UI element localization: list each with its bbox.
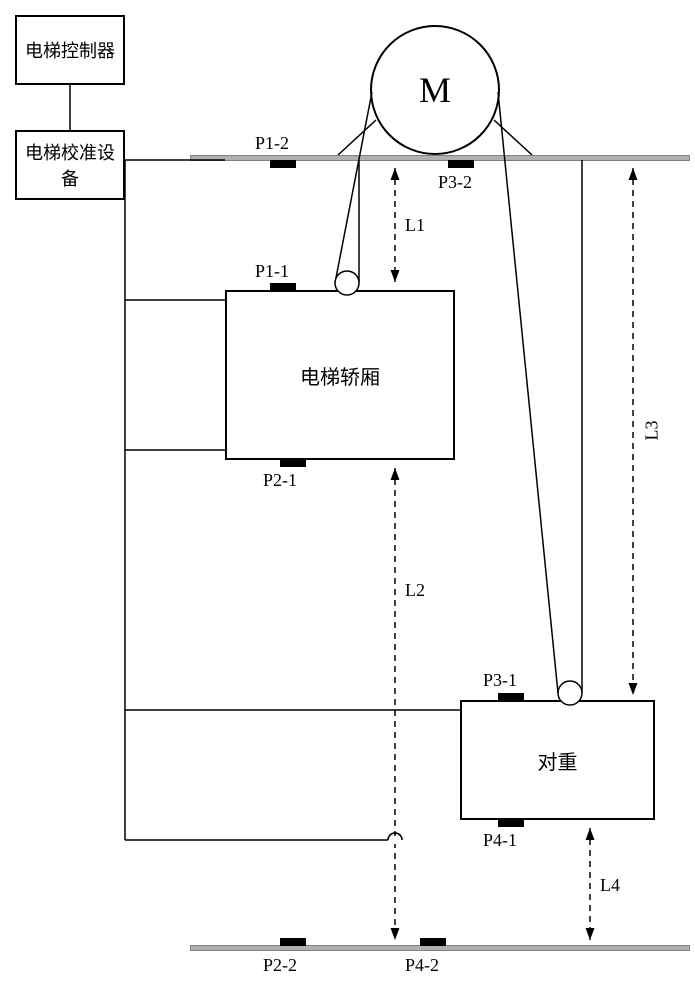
sensor-p4-1 [498,819,524,827]
controller-label: 电梯控制器 [25,37,115,63]
sensor-p3-2 [448,160,474,168]
label-p4-2: P4-2 [405,955,439,976]
upper-platform [190,155,690,161]
label-L3: L3 [642,421,663,441]
calibrator-label: 电梯校准设 备 [25,139,115,191]
label-p1-2: P1-2 [255,133,289,154]
label-L4: L4 [600,875,620,896]
counterweight-label: 对重 [538,746,578,775]
sensor-p1-1 [270,283,296,291]
sensor-p4-2 [420,938,446,946]
sensor-p1-2 [270,160,296,168]
motor: M [370,25,500,155]
controller-box: 电梯控制器 [15,15,125,85]
label-p4-1: P4-1 [483,830,517,851]
counterweight: 对重 [460,700,655,820]
calibrator-box: 电梯校准设 备 [15,130,125,200]
label-p1-1: P1-1 [255,261,289,282]
label-L2: L2 [405,580,425,601]
label-p3-2: P3-2 [438,172,472,193]
label-p2-1: P2-1 [263,470,297,491]
sensor-p2-1 [280,459,306,467]
elevator-car: 电梯轿厢 [225,290,455,460]
label-p2-2: P2-2 [263,955,297,976]
sensor-p2-2 [280,938,306,946]
sensor-p3-1 [498,693,524,701]
car-label: 电梯轿厢 [300,361,380,390]
label-p3-1: P3-1 [483,670,517,691]
label-L1: L1 [405,215,425,236]
motor-label: M [419,69,451,111]
